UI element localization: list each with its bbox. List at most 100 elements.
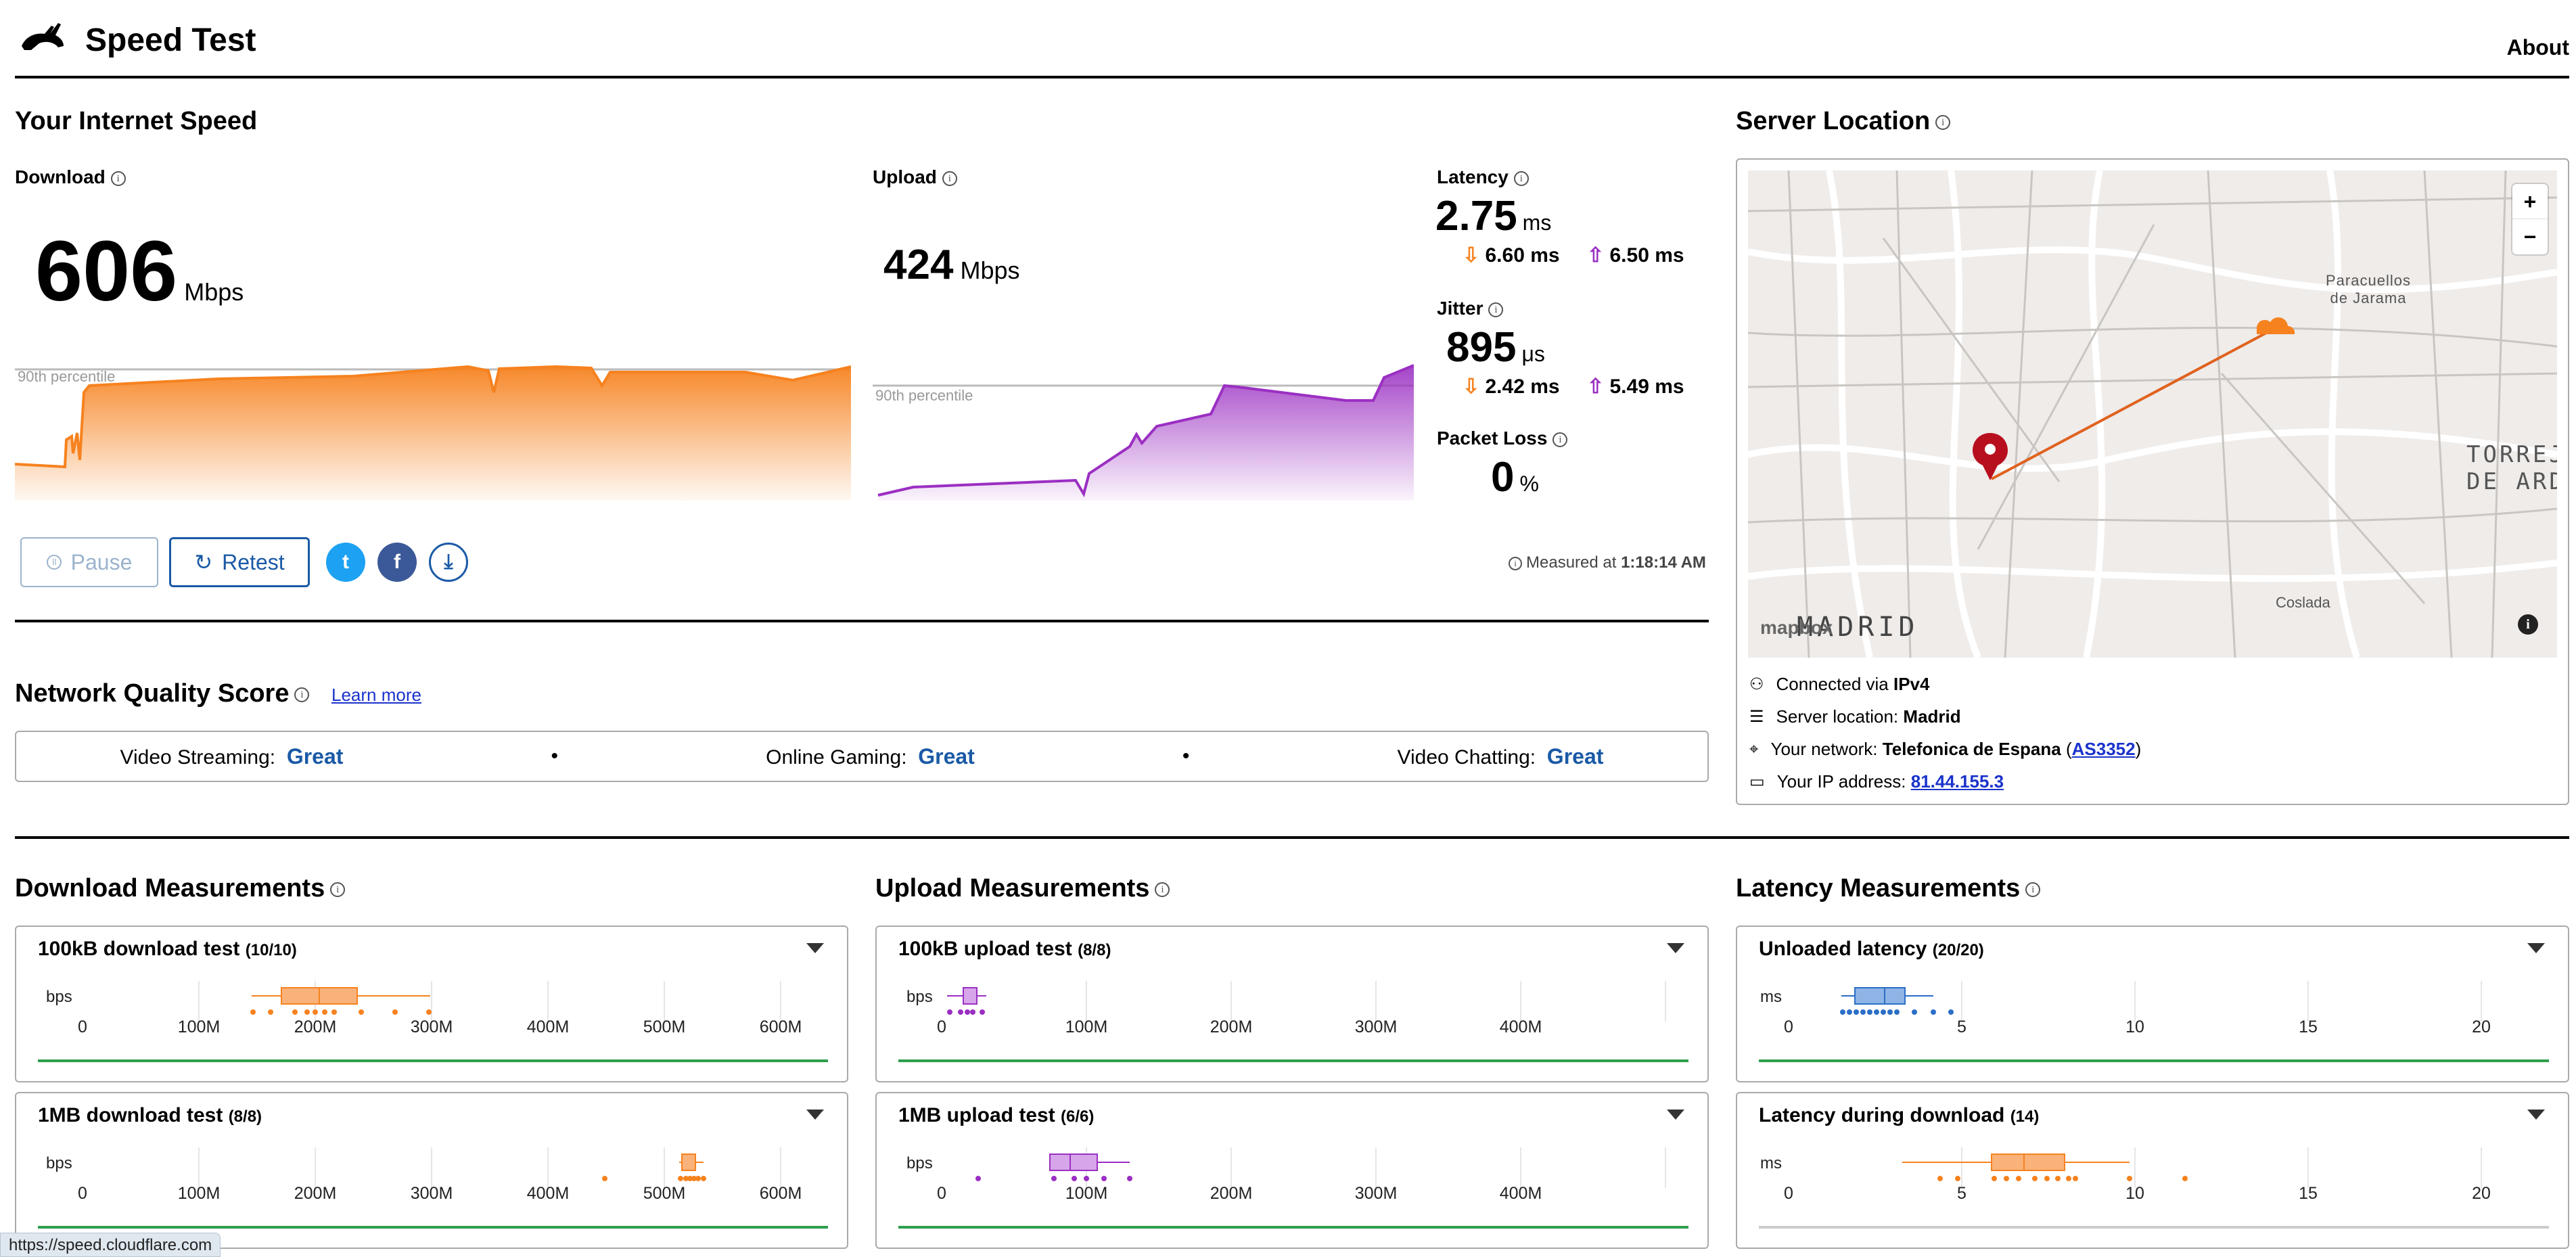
tick-label: 400M [1499,1018,1542,1036]
server-icon: ☰ [1749,708,1764,726]
tick-label: 200M [1210,1018,1253,1036]
info-icon[interactable]: i [1488,302,1504,317]
speed-heading: Your Internet Speed [15,107,258,135]
download-results-button[interactable]: ⤓ [429,543,468,582]
nqs-heading: Network Quality Score i [15,679,310,708]
twitter-share-button[interactable]: t [326,543,365,582]
ip-link[interactable]: 81.44.155.3 [1910,771,2004,792]
measured-at: i Measured at 1:18:14 AM [1509,553,1706,572]
about-link[interactable]: About [2506,35,2569,60]
speed-divider [15,620,1709,622]
map-label-madrid: MADRID [1797,612,1919,643]
card-title: 1MB upload test (6/6) [898,1104,1095,1126]
upload-arrow-icon: ⇧ [1587,375,1605,398]
chevron-down-icon[interactable] [1667,943,1684,953]
info-icon[interactable]: i [330,882,346,897]
tick-label: 20 [2472,1018,2491,1036]
learn-more-link[interactable]: Learn more [331,685,421,705]
tick-label: 300M [1354,1184,1398,1203]
zoom-in-button[interactable]: + [2512,184,2548,219]
tick-label: 600M [759,1018,802,1036]
tick-label: 300M [410,1184,453,1203]
card-title: 100kB download test (10/10) [38,938,297,960]
server-heading: Server Location i [1736,107,1951,136]
tick-label: 15 [2299,1184,2318,1203]
status-line [1759,1059,2549,1062]
info-icon[interactable]: i [1155,882,1170,897]
info-icon[interactable]: i [1513,170,1529,186]
jitter-value: 895 μs [1446,324,1545,371]
upload-measurements-heading: Upload Measurements i [875,874,1170,903]
twitter-icon: t [342,551,349,573]
boxplot [947,981,1666,1022]
network-tree-icon: ⚇ [1749,675,1764,693]
axis-unit: bps [46,1154,72,1172]
tick-label: 400M [526,1018,570,1036]
nqs-separator: • [1182,745,1190,767]
download-100kb-card[interactable]: 100kB download test (10/10) bps 0 100M 2… [15,925,848,1082]
info-icon[interactable]: i [1552,432,1568,447]
location-pin-icon: ⌖ [1749,739,1759,758]
download-icon: ⤓ [444,551,453,573]
nqs-video-streaming: Video Streaming: Great [120,744,344,769]
tick-label: 0 [937,1184,946,1203]
upload-1mb-card[interactable]: 1MB upload test (6/6) bps 0 100M 200M 30… [875,1092,1709,1249]
map-info-icon[interactable]: i [2518,614,2538,635]
chevron-down-icon[interactable] [806,943,824,953]
connected-via: ⚇ Connected via IPv4 [1749,674,1930,694]
info-icon[interactable]: i [294,687,310,702]
chevron-down-icon[interactable] [806,1110,824,1120]
nqs-online-gaming: Online Gaming: Great [766,744,975,769]
tick-label: 0 [78,1018,87,1036]
tick-label: 100M [177,1184,221,1203]
unloaded-latency-card[interactable]: Unloaded latency (20/20) ms 0 5 10 15 20 [1736,925,2569,1082]
upload-100kb-card[interactable]: 100kB upload test (8/8) bps 0 100M 200M … [875,925,1709,1082]
tick-label: 15 [2299,1018,2318,1036]
nqs-bar: Video Streaming: Great • Online Gaming: … [15,731,1709,782]
chevron-down-icon[interactable] [2527,943,2545,953]
download-measurements-heading: Download Measurements i [15,874,346,903]
pause-icon: ॥ [46,555,62,570]
packet-loss-label: Packet Loss i [1437,428,1568,449]
tick-label: 10 [2125,1018,2144,1036]
card-title: Unloaded latency (20/20) [1759,938,1984,960]
latency-during-download-card[interactable]: Latency during download (14) ms 0 5 10 1… [1736,1092,2569,1249]
tick-label: 200M [294,1018,337,1036]
upload-chart [873,364,1414,501]
tick-label: 0 [1784,1018,1793,1036]
info-icon[interactable]: i [2025,882,2041,897]
latency-label: Latency i [1437,166,1529,188]
pause-button[interactable]: ॥ Pause [20,537,158,587]
status-line [38,1059,828,1062]
download-arrow-icon: ⇩ [1463,244,1480,267]
info-icon[interactable]: i [942,170,957,186]
retest-button[interactable]: ↻ Retest [169,537,310,587]
nqs-separator: • [551,745,559,767]
map-label-coslada: Coslada [2276,594,2330,611]
download-1mb-card[interactable]: 1MB download test (8/8) bps 0 100M 200M … [15,1092,848,1249]
clock-icon: i [1509,556,1522,570]
section-divider [15,836,2569,839]
chevron-down-icon[interactable] [1667,1110,1684,1120]
jitter-up: ⇧ 5.49 ms [1587,375,1684,398]
tick-label: 0 [78,1184,87,1203]
map-label-torrejon: TORREJ DE ARD [2466,441,2557,495]
map[interactable]: Paracuellos de Jarama TORREJ DE ARD Cosl… [1748,170,2557,658]
tick-label: 20 [2472,1184,2491,1203]
asn-link[interactable]: AS3352 [2071,739,2136,759]
zoom-out-button[interactable]: − [2523,225,2537,249]
download-arrow-icon: ⇩ [1463,375,1480,398]
status-line [898,1059,1688,1062]
tick-label: 0 [1784,1184,1793,1203]
tick-label: 200M [1210,1184,1253,1203]
card-title: Latency during download (14) [1759,1104,2040,1126]
download-label: Download i [15,166,126,188]
info-icon[interactable]: i [1935,114,1951,130]
facebook-share-button[interactable]: f [377,543,417,582]
jitter-down: ⇩ 2.42 ms [1463,375,1560,398]
status-line [1759,1226,2549,1229]
info-icon[interactable]: i [110,170,126,186]
tick-label: 500M [643,1184,686,1203]
chevron-down-icon[interactable] [2527,1110,2545,1120]
axis-unit: bps [46,988,72,1006]
